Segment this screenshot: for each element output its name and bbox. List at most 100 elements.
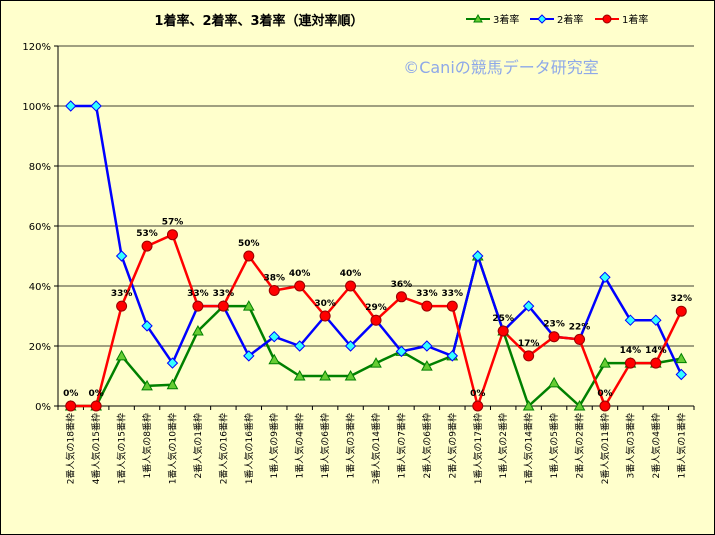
x-tick-label: 1番人気の10番枠 <box>166 413 178 484</box>
x-tick-label: 2番人気の9番枠 <box>446 413 458 478</box>
grid <box>58 45 694 406</box>
data-point-circle <box>421 300 433 312</box>
data-point-circle <box>116 300 128 312</box>
data-label: 40% <box>340 269 362 279</box>
y-tick-label: 120% <box>22 42 51 53</box>
data-label: 30% <box>314 299 336 309</box>
data-label: 29% <box>365 303 387 313</box>
data-point-triangle <box>599 357 611 368</box>
data-point-diamond <box>141 320 153 332</box>
data-point-triangle <box>421 360 433 371</box>
x-tick-label: 2番人気の2番枠 <box>574 413 586 478</box>
data-label: 23% <box>543 320 565 330</box>
data-point-circle <box>574 333 586 345</box>
data-point-circle <box>675 305 687 317</box>
data-point-circle <box>523 350 535 362</box>
x-tick-label: 2番人気の4番枠 <box>650 413 662 478</box>
x-tick-label: 1番人気の5番枠 <box>548 413 560 478</box>
data-point-circle <box>599 400 611 412</box>
data-point-diamond <box>166 357 179 369</box>
data-point-circle <box>472 400 484 412</box>
data-label: 33% <box>187 289 209 299</box>
legend: 3着率 2着率 1着率 <box>466 13 648 26</box>
data-label: 22% <box>569 322 591 332</box>
data-point-diamond <box>650 314 662 326</box>
data-point-triangle <box>675 352 688 364</box>
data-point-diamond <box>522 300 535 312</box>
x-tick-label: 1番人気の15番枠 <box>116 413 128 484</box>
chart-title: 1着率、2着率、3着率（連対率順） <box>154 13 363 29</box>
data-point-triangle <box>115 349 128 361</box>
data-label: 25% <box>492 314 514 324</box>
data-point-triangle <box>548 376 560 388</box>
data-point-triangle <box>370 357 382 368</box>
x-tick-label: 1番人気の17番枠 <box>472 413 484 484</box>
data-point-triangle <box>166 378 179 390</box>
x-tick-label: 1番人気の3番枠 <box>345 413 357 478</box>
data-point-circle <box>192 300 204 312</box>
data-point-triangle <box>242 300 255 311</box>
data-point-diamond <box>115 250 128 262</box>
triangle-marker-icon <box>473 13 483 23</box>
axes: 0% 20% 40% 60% 80% 100% 120% 2番人気の18番枠 4番人気の15番枠… <box>22 42 695 484</box>
data-point-circle <box>446 300 458 312</box>
x-tick-label: 1番人気の16番枠 <box>243 413 255 484</box>
data-point-diamond <box>599 271 611 284</box>
data-point-diamond <box>293 340 306 352</box>
data-point-triangle <box>319 369 331 381</box>
data-label: 33% <box>442 289 464 299</box>
x-tick-label: 2番人気の6番枠 <box>421 413 433 478</box>
y-tick-label: 100% <box>22 102 51 113</box>
data-point-diamond <box>675 368 687 381</box>
data-point-diamond <box>446 350 459 362</box>
data-label: 0% <box>63 389 78 399</box>
data-point-circle <box>90 400 102 412</box>
data-label: 0% <box>597 389 612 399</box>
data-point-circle <box>370 314 382 326</box>
x-tick-label: 3番人気の3番枠 <box>624 413 636 478</box>
data-label: 33% <box>111 289 133 299</box>
watermark-text: ©Caniの競馬データ研究室 <box>403 58 599 77</box>
data-point-diamond <box>243 350 255 362</box>
data-label: 14% <box>620 346 642 356</box>
y-tick-label: 0% <box>35 402 51 413</box>
x-tick-label: 1番人気の4番枠 <box>294 413 306 478</box>
data-point-circle <box>141 240 153 252</box>
data-label: 17% <box>518 339 540 349</box>
y-tick-label: 40% <box>29 282 51 293</box>
data-label: 40% <box>289 269 311 279</box>
data-point-diamond <box>421 340 433 352</box>
data-point-circle <box>319 310 331 322</box>
legend-label-3rd: 3着率 <box>493 13 519 26</box>
data-point-triangle <box>522 399 535 411</box>
data-point-triangle <box>141 379 153 391</box>
data-point-circle <box>294 280 306 292</box>
data-label: 33% <box>416 289 438 299</box>
data-label-group: 0% 0% 33% 53% 57% 33% 33% 50% 38% 40% 30% 40% 29% 36%… <box>63 218 692 399</box>
x-tick-label: 1番人気の7番枠 <box>395 413 407 478</box>
data-point-diamond <box>344 340 357 352</box>
y-tick-label: 80% <box>29 162 51 173</box>
x-tick-label: 2番人気の16番枠 <box>217 413 229 484</box>
y-tick-label: 20% <box>29 342 51 353</box>
legend-label-1st: 1着率 <box>622 13 648 26</box>
data-point-diamond <box>472 250 484 262</box>
data-point-circle <box>65 400 77 412</box>
data-label: 38% <box>263 274 285 284</box>
x-tick-label: 4番人気の15番枠 <box>90 413 102 484</box>
data-point-triangle <box>344 369 357 381</box>
data-point-diamond <box>268 330 280 343</box>
legend-item-2nd: 2着率 <box>530 13 583 26</box>
data-point-circle <box>548 331 560 343</box>
data-point-triangle <box>268 353 281 365</box>
data-point-diamond <box>395 345 408 358</box>
legend-item-3rd: 3着率 <box>466 13 519 26</box>
data-point-diamond <box>65 100 77 112</box>
data-label: 33% <box>213 289 235 299</box>
legend-label-2nd: 2着率 <box>557 13 583 26</box>
data-label: 0% <box>470 389 485 399</box>
x-tick-label: 1番人気の1番枠 <box>675 413 687 478</box>
data-point-triangle <box>573 399 586 411</box>
